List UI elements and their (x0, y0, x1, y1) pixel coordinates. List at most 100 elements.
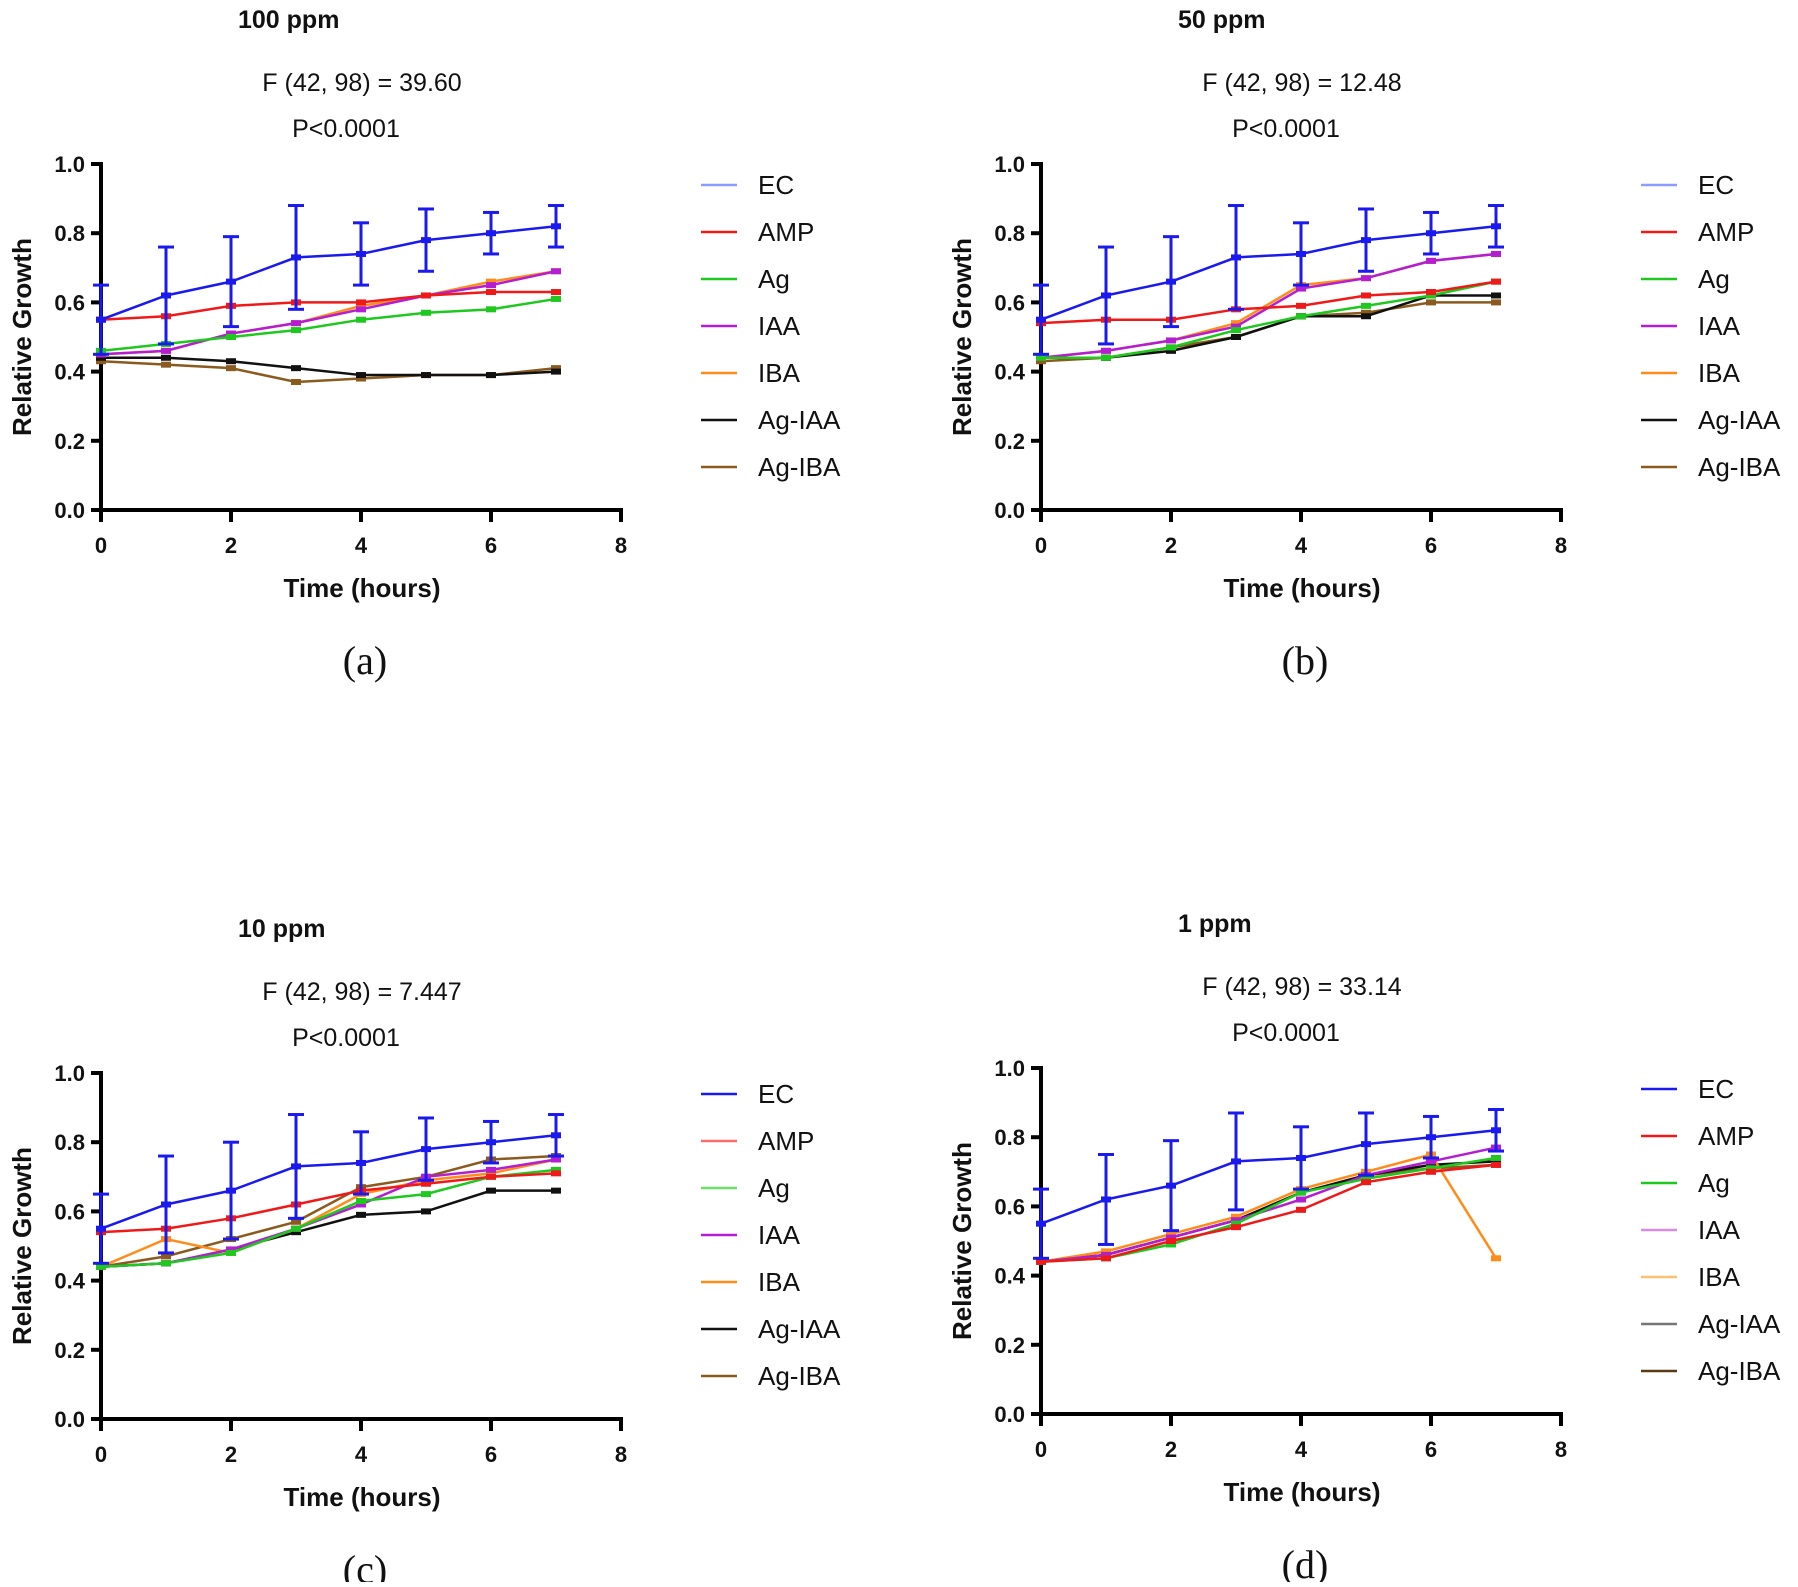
data-point (1296, 285, 1306, 292)
data-point (226, 330, 236, 337)
y-tick-label: 0.6 (54, 290, 85, 315)
y-tick-label: 1.0 (994, 152, 1025, 177)
data-point (1296, 250, 1306, 257)
series-line (1040, 280, 1497, 325)
legend-label: IAA (1698, 1215, 1741, 1245)
y-tick-label: 0.8 (54, 1130, 85, 1155)
chart-title: 100 ppm (238, 6, 339, 34)
series-line (100, 225, 557, 321)
legend-label: Ag-IBA (1698, 452, 1781, 482)
data-point (291, 378, 301, 385)
data-point (1296, 1154, 1306, 1161)
data-point (1426, 1165, 1436, 1172)
data-point (421, 1180, 431, 1187)
series-ec (1033, 1108, 1504, 1260)
series-line (100, 1134, 557, 1230)
data-point (1361, 292, 1371, 299)
legend-label: IAA (1698, 311, 1741, 341)
data-point (1101, 354, 1111, 361)
data-point (551, 295, 561, 302)
series-amp (1036, 1161, 1501, 1265)
series-line (100, 1172, 557, 1234)
x-tick-label: 6 (1425, 533, 1437, 558)
x-tick-label: 8 (1555, 533, 1567, 558)
series-line (101, 356, 557, 377)
f-statistic: F (42, 98) = 7.447 (262, 978, 461, 1006)
data-point (161, 354, 171, 361)
data-point (291, 254, 301, 261)
data-point (1231, 1217, 1241, 1224)
y-tick-label: 0.8 (994, 1125, 1025, 1150)
data-point (356, 306, 366, 313)
data-point (356, 1198, 366, 1205)
legend-label: IBA (1698, 358, 1741, 388)
legend-label: IBA (1698, 1262, 1741, 1292)
data-point (356, 316, 366, 323)
x-axis-label: Time (hours) (284, 1482, 441, 1512)
data-point (356, 299, 366, 306)
x-tick-label: 6 (485, 1442, 497, 1467)
x-axis-label: Time (hours) (1224, 1477, 1381, 1507)
data-point (1231, 254, 1241, 261)
x-tick-label: 2 (1165, 533, 1177, 558)
series-line (100, 1154, 557, 1268)
x-axis-label: Time (hours) (284, 573, 441, 603)
data-point (356, 375, 366, 382)
data-point (1231, 334, 1241, 340)
data-point (226, 1187, 236, 1194)
data-point (1426, 257, 1436, 264)
data-point (161, 347, 171, 354)
data-point (96, 1225, 106, 1232)
data-point (1361, 302, 1371, 309)
legend-label: Ag-IBA (758, 452, 841, 482)
data-point (1101, 1255, 1111, 1262)
data-point (1361, 1179, 1371, 1186)
x-tick-label: 8 (615, 533, 627, 558)
data-point (1231, 1220, 1241, 1227)
data-point (1491, 292, 1501, 299)
legend-label: EC (1698, 170, 1734, 200)
y-axis-label: Relative Growth (947, 238, 977, 436)
series-ec (93, 1113, 564, 1265)
data-point (421, 292, 431, 299)
data-point (226, 358, 236, 365)
legend-label: AMP (758, 217, 814, 247)
series-ec (93, 204, 564, 356)
legend-label: EC (758, 1079, 794, 1109)
f-statistic: F (42, 98) = 12.48 (1202, 69, 1401, 97)
data-point (1426, 1158, 1436, 1165)
data-point (1166, 1182, 1176, 1189)
legend-label: IAA (758, 1220, 801, 1250)
data-point (161, 1201, 171, 1208)
series-ec (1033, 204, 1504, 356)
data-point (486, 306, 496, 313)
data-point (486, 1166, 496, 1173)
data-point (356, 250, 366, 257)
data-point (486, 282, 496, 289)
legend-label: Ag-IAA (1698, 405, 1781, 435)
data-point (551, 1156, 561, 1163)
panel-label: (b) (1282, 638, 1329, 683)
y-tick-label: 0.0 (994, 1402, 1025, 1427)
panel-label: (c) (343, 1547, 387, 1582)
data-point (551, 1166, 561, 1173)
data-point (551, 1187, 561, 1194)
series-line (1040, 1163, 1497, 1264)
legend-label: AMP (1698, 217, 1754, 247)
data-point (96, 354, 106, 361)
x-tick-label: 4 (1295, 533, 1308, 558)
y-tick-label: 0.0 (54, 498, 85, 523)
data-point (291, 1229, 301, 1236)
f-statistic: F (42, 98) = 33.14 (1202, 973, 1402, 1001)
series-line (1040, 225, 1497, 321)
data-point (356, 1201, 366, 1208)
legend-label: IAA (758, 311, 801, 341)
y-tick-label: 1.0 (994, 1056, 1025, 1081)
series-line (100, 297, 557, 353)
data-point (1036, 1258, 1046, 1265)
data-point (1361, 1175, 1371, 1182)
legend-label: AMP (758, 1126, 814, 1156)
data-point (421, 1146, 431, 1153)
y-axis-label: Relative Growth (7, 238, 37, 436)
y-tick-label: 0.2 (54, 1338, 85, 1363)
